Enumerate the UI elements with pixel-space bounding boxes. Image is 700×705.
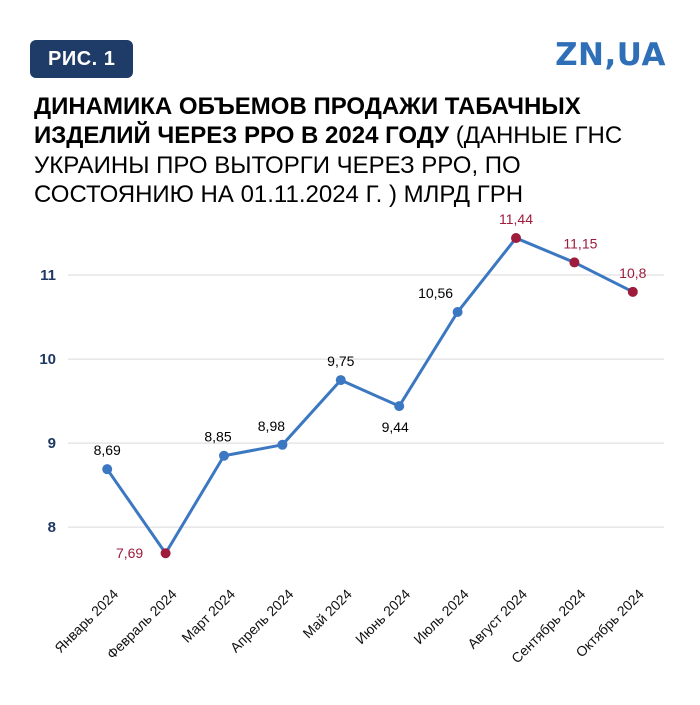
data-point-label: 10,8	[619, 265, 646, 281]
data-point-highlight	[511, 233, 521, 244]
data-point-label: 8,85	[204, 429, 231, 445]
data-point	[335, 375, 346, 386]
x-axis-label: Июнь 2024	[352, 586, 413, 647]
data-point-label: 8,69	[94, 442, 121, 458]
data-point-label: 9,44	[382, 419, 409, 435]
figure-label-badge: РИС. 1	[30, 40, 134, 78]
data-point-label: 7,69	[116, 545, 143, 561]
chart-title-bold: ДИНАМИКА ОБЪЕМОВ ПРОДАЖИ ТАБАЧНЫХ ИЗДЕЛИ…	[34, 93, 581, 150]
chart-title-regular: (ДАННЫЕ ГНС УКРАИНЫ ПРО ВЫТОРГИ ЧЕРЕЗ РР…	[34, 122, 623, 208]
line-chart: 8 9 10 11 8,69 7,69 8,85 8,98 9,75 9,44 10,56 11,44…	[39, 211, 664, 666]
chart-area: 8 9 10 11 8,69 7,69 8,85 8,98 9,75 9,44 10,56 11,44…	[0, 200, 700, 700]
data-point-label: 11,44	[499, 211, 533, 227]
data-point	[394, 401, 405, 412]
chart-title: ДИНАМИКА ОБЪЕМОВ ПРОДАЖИ ТАБАЧНЫХ ИЗДЕЛИ…	[34, 92, 644, 209]
header: РИС. 1 ZN,UA	[30, 40, 666, 78]
y-tick-label: 10	[39, 351, 56, 368]
y-tick-label: 8	[48, 519, 56, 536]
data-point-label: 8,98	[258, 418, 285, 434]
znua-logo: ZN,UA	[555, 37, 666, 73]
data-point-highlight	[160, 548, 171, 559]
data-point	[452, 307, 463, 318]
data-point	[102, 464, 113, 475]
data-point	[219, 450, 229, 461]
x-axis-label: Апрель 2024	[227, 586, 297, 656]
data-point-label: 11,15	[563, 235, 597, 251]
series-line	[105, 236, 635, 555]
data-point-label: 10,56	[418, 285, 453, 301]
data-point	[277, 439, 288, 450]
x-axis-label: Март 2024	[178, 586, 238, 646]
y-tick-label: 9	[48, 435, 56, 452]
data-point-label: 9,75	[327, 353, 354, 369]
y-tick-label: 11	[40, 267, 56, 284]
data-point-highlight	[569, 257, 580, 268]
x-axis-label: Июль 2024	[410, 586, 471, 647]
data-point-highlight	[627, 286, 638, 297]
x-axis-label: Май 2024	[299, 586, 355, 642]
